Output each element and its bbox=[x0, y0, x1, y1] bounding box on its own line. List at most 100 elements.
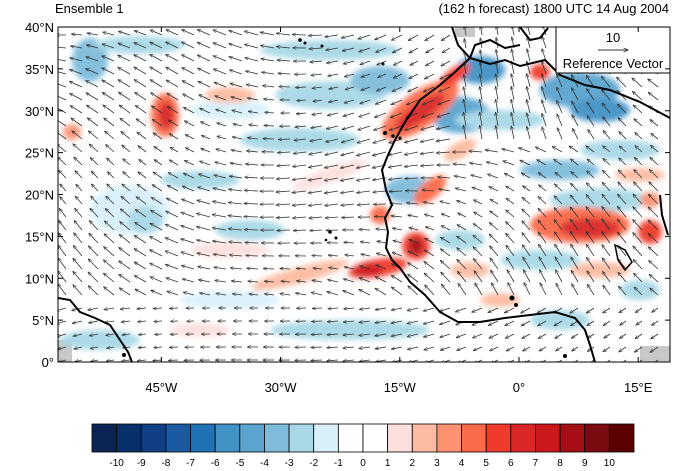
wind-vector bbox=[391, 275, 403, 283]
wind-vector bbox=[496, 62, 499, 75]
wind-vector bbox=[232, 137, 243, 139]
wind-vector bbox=[182, 186, 195, 192]
wind-vector bbox=[475, 283, 483, 296]
wind-vector bbox=[278, 152, 291, 153]
wind-vector bbox=[359, 308, 371, 309]
wind-vector bbox=[134, 276, 147, 283]
wind-vector bbox=[60, 197, 67, 205]
wind-vector bbox=[199, 174, 211, 179]
wind-vector bbox=[312, 280, 323, 282]
wind-vector bbox=[619, 158, 627, 166]
wind-vector bbox=[570, 207, 579, 218]
wind-vector bbox=[122, 184, 131, 192]
wind-vector bbox=[570, 195, 579, 205]
wind-vector bbox=[201, 122, 211, 127]
wind-vector bbox=[167, 291, 179, 296]
wind-vector bbox=[123, 172, 131, 179]
wind-vector bbox=[472, 307, 483, 312]
wind-vector bbox=[375, 34, 387, 40]
wind-vector bbox=[343, 290, 355, 296]
wind-vector bbox=[186, 148, 195, 153]
wind-vector bbox=[58, 320, 67, 324]
wind-vector bbox=[196, 227, 211, 231]
wind-vector bbox=[329, 87, 339, 89]
wind-vector bbox=[554, 208, 563, 218]
wind-vector bbox=[358, 34, 371, 39]
wind-vector bbox=[122, 145, 131, 153]
wind-vector bbox=[329, 268, 339, 269]
wind-vector bbox=[526, 100, 531, 114]
wind-vector bbox=[572, 346, 579, 351]
wind-vector bbox=[121, 196, 131, 205]
wind-vector bbox=[480, 74, 483, 88]
wind-vector bbox=[374, 112, 387, 117]
wind-vector bbox=[88, 286, 99, 296]
wind-vector bbox=[154, 347, 163, 348]
wind-vector bbox=[490, 246, 499, 257]
wind-vector bbox=[457, 200, 467, 205]
wind-vector bbox=[512, 27, 514, 36]
wind-vector bbox=[309, 48, 323, 49]
wind-vector bbox=[327, 112, 339, 116]
wind-vector bbox=[617, 232, 627, 244]
wind-vector bbox=[183, 292, 195, 296]
wind-vector bbox=[425, 285, 435, 296]
colorbar-swatch bbox=[584, 423, 610, 453]
wind-vector bbox=[229, 70, 243, 75]
wind-vector bbox=[327, 60, 339, 63]
wind-vector bbox=[249, 125, 259, 126]
wind-vector bbox=[408, 274, 419, 283]
wind-vector bbox=[134, 262, 147, 270]
wind-vector bbox=[491, 283, 499, 296]
wind-vector bbox=[74, 157, 83, 166]
wind-vector bbox=[215, 162, 227, 166]
wind-vector bbox=[571, 320, 579, 326]
wind-vector bbox=[343, 112, 355, 116]
wind-vector bbox=[603, 271, 611, 283]
wind-vector bbox=[122, 334, 131, 335]
wind-vector bbox=[102, 44, 115, 49]
wind-vector bbox=[151, 106, 163, 114]
wind-vector bbox=[439, 86, 451, 92]
lon-label: 0° bbox=[513, 380, 525, 395]
wind-vector bbox=[490, 346, 499, 351]
wind-vector bbox=[538, 208, 547, 218]
wind-vector bbox=[539, 257, 547, 270]
wind-vector bbox=[538, 232, 547, 244]
wind-vector bbox=[523, 186, 531, 192]
wind-vector bbox=[231, 150, 243, 153]
wind-vector bbox=[404, 151, 419, 155]
wind-vector bbox=[480, 87, 483, 101]
wind-vector bbox=[70, 106, 83, 114]
latitude-axis: 40°N 35°N 30°N 25°N 20°N 15°N 10°N 5°N 0° bbox=[25, 20, 670, 370]
wind-vector bbox=[215, 280, 227, 282]
wind-vector bbox=[649, 274, 659, 283]
colorbar-swatch bbox=[461, 423, 487, 453]
wind-vector bbox=[214, 267, 227, 269]
wind-vector bbox=[505, 333, 515, 338]
wind-vector bbox=[105, 208, 115, 218]
wind-vector bbox=[407, 333, 419, 337]
wind-vector bbox=[358, 125, 371, 130]
wind-vector bbox=[486, 162, 499, 166]
wind-vector bbox=[296, 113, 307, 114]
wind-vector bbox=[184, 121, 195, 127]
wind-vector bbox=[586, 244, 595, 257]
wind-vector bbox=[360, 242, 371, 243]
wind-vector bbox=[650, 346, 659, 352]
lat-label: 40°N bbox=[25, 20, 54, 35]
wind-vector bbox=[201, 148, 211, 153]
wind-vector bbox=[441, 226, 451, 231]
wind-vector bbox=[586, 219, 595, 231]
wind-vector bbox=[69, 81, 83, 88]
wind-vector bbox=[341, 151, 355, 155]
wind-vector bbox=[360, 99, 371, 104]
wind-vector bbox=[104, 247, 115, 257]
wind-vector bbox=[293, 230, 307, 231]
wind-vector bbox=[153, 360, 163, 361]
wind-vector bbox=[648, 194, 659, 205]
wind-vector bbox=[88, 259, 99, 270]
wind-vector bbox=[229, 242, 243, 243]
wind-vector bbox=[181, 212, 195, 218]
wind-vector bbox=[457, 259, 467, 270]
